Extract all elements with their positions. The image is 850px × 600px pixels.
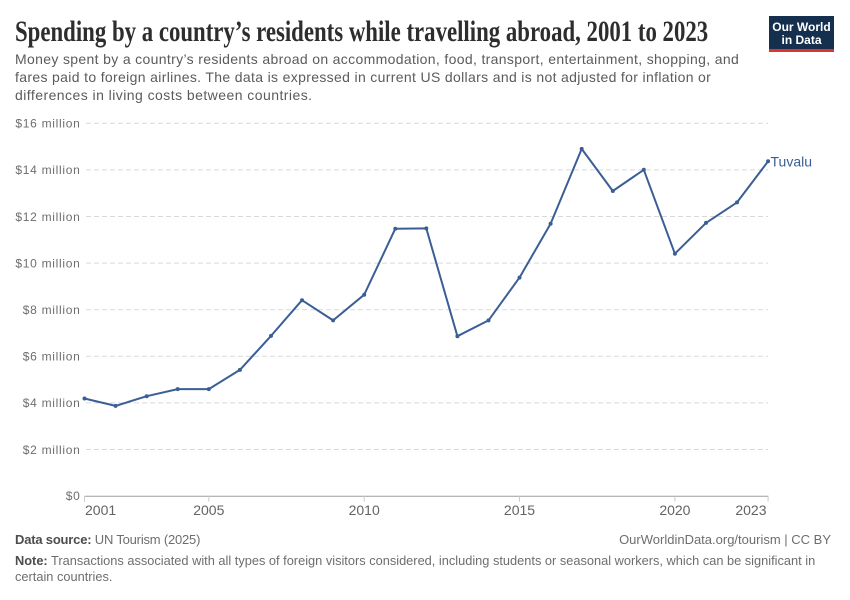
svg-text:2023: 2023 — [735, 502, 766, 518]
svg-text:2005: 2005 — [193, 502, 224, 518]
svg-text:$6 million: $6 million — [23, 350, 81, 364]
svg-text:$8 million: $8 million — [23, 303, 81, 317]
svg-text:$12 million: $12 million — [15, 210, 80, 224]
svg-text:$14 million: $14 million — [15, 163, 80, 177]
svg-text:$2 million: $2 million — [23, 443, 81, 457]
svg-text:$16 million: $16 million — [15, 117, 80, 131]
svg-text:2020: 2020 — [659, 502, 690, 518]
svg-text:Tuvalu: Tuvalu — [771, 153, 813, 169]
svg-text:$4 million: $4 million — [23, 396, 81, 410]
svg-text:2010: 2010 — [349, 502, 380, 518]
svg-text:$0: $0 — [66, 489, 81, 503]
svg-text:2001: 2001 — [85, 502, 116, 518]
svg-text:2015: 2015 — [504, 502, 535, 518]
svg-text:$10 million: $10 million — [15, 256, 80, 270]
